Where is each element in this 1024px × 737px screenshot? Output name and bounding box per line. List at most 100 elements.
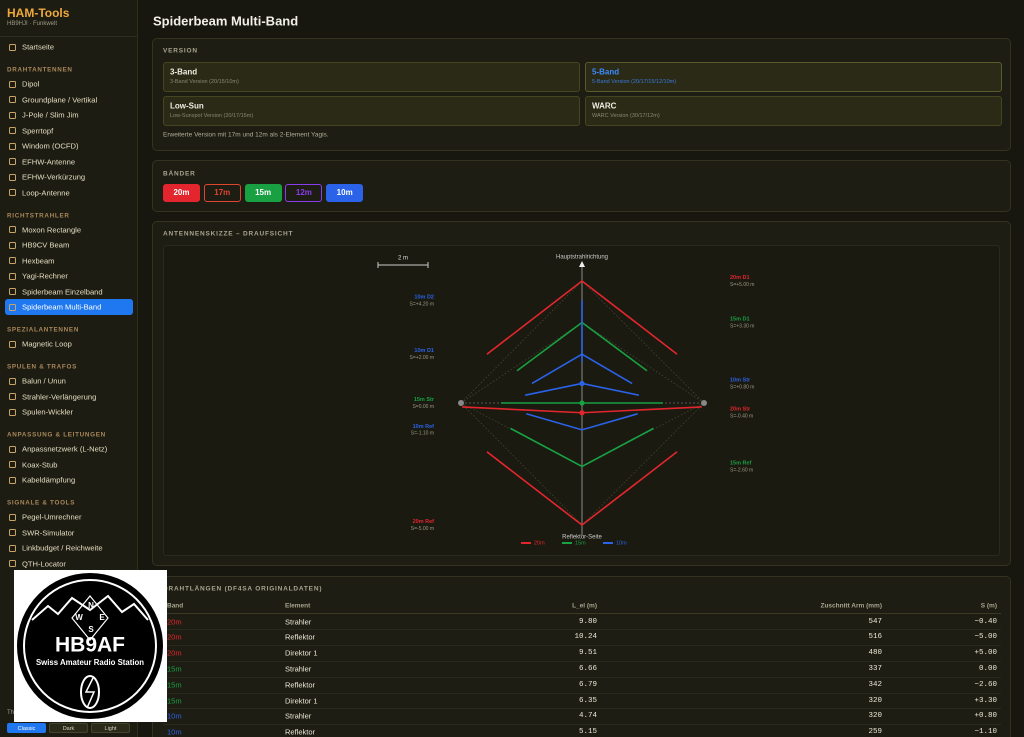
- version-name[interactable]: 3-Band: [170, 67, 198, 77]
- element-name: 10m D1: [414, 348, 434, 354]
- legend-label: 10m: [616, 540, 627, 546]
- nav-icon: [9, 288, 16, 295]
- element-spacing: S=-2.60 m: [730, 467, 753, 473]
- table-cell: 20m: [167, 648, 182, 658]
- nav-item[interactable]: QTH-Locator: [22, 559, 66, 568]
- band-button[interactable]: 20m: [163, 184, 200, 202]
- element-spacing: S=0.00 m: [412, 404, 434, 410]
- table-header: Zuschnitt Arm (mm): [820, 602, 882, 610]
- nav-item[interactable]: Magnetic Loop: [22, 339, 72, 349]
- version-desc[interactable]: 5-Band Version (20/17/15/12/10m): [592, 79, 677, 85]
- nav-icon: [9, 513, 16, 521]
- table-cell: +5.00: [974, 649, 997, 658]
- logo-mountains: [31, 594, 149, 621]
- nav-item[interactable]: J-Pole / Slim Jim: [22, 110, 79, 120]
- table-header: S (m): [980, 602, 997, 610]
- nav-item[interactable]: Hexbeam: [22, 256, 55, 265]
- version-name[interactable]: 5-Band: [592, 67, 620, 77]
- nav-item[interactable]: Startseite: [22, 42, 55, 52]
- nav-item[interactable]: Balun / Unun: [22, 376, 66, 386]
- table-cell: 6.79: [578, 680, 597, 689]
- nav-item[interactable]: HB9CV Beam: [22, 240, 70, 250]
- theme-button[interactable]: Light: [91, 723, 130, 733]
- band-button[interactable]: 15m: [244, 184, 282, 202]
- nav-icon: [9, 544, 16, 552]
- nav-item[interactable]: Koax-Stub: [22, 460, 58, 469]
- nav-item[interactable]: Pegel-Umrechner: [22, 512, 82, 522]
- table-cell: Reflektor: [285, 680, 316, 690]
- nav-icon: [9, 303, 16, 311]
- nav-item[interactable]: EFHW-Verkürzung: [22, 172, 86, 182]
- version-desc[interactable]: WARC Version (30/17/12m): [592, 113, 660, 119]
- card-heading: DRAHTLÄNGEN (DF4SA ORIGINALDATEN): [163, 585, 323, 593]
- table-cell: 15m: [167, 664, 182, 674]
- table-cell: 15m: [167, 680, 182, 690]
- table-cell: 342: [868, 680, 882, 689]
- nav-item[interactable]: Windom (OCFD): [22, 141, 79, 151]
- theme-button[interactable]: Dark: [49, 723, 88, 733]
- nav-item[interactable]: Dipol: [22, 79, 40, 89]
- table-cell: 320: [868, 712, 882, 721]
- nav-item[interactable]: Linkbudget / Reichweite: [22, 543, 103, 553]
- nav-item[interactable]: Sperrtopf: [22, 126, 54, 135]
- card-heading: BÄNDER: [163, 170, 196, 178]
- version-option[interactable]: [585, 62, 1002, 92]
- version-desc[interactable]: 3-Band Version (20/15/10m): [170, 79, 239, 85]
- nav-icon: [9, 476, 16, 484]
- nav-item[interactable]: SWR-Simulator: [22, 528, 75, 537]
- nav-item[interactable]: Groundplane / Vertikal: [22, 95, 98, 104]
- arm-end: [701, 400, 707, 406]
- nav-icon: [9, 529, 16, 536]
- version-option[interactable]: [585, 96, 1002, 126]
- version-name[interactable]: WARC: [592, 101, 617, 111]
- nav-item[interactable]: Yagi-Rechner: [22, 271, 68, 281]
- nav-icon: [9, 272, 16, 280]
- sketch-canvas: 2 m Hauptstrahlrichtung 20m D1S=+5.00 m 15m…: [377, 255, 754, 546]
- nav-icon: [9, 461, 16, 468]
- logo-bolt: [84, 677, 96, 709]
- table-cell: 10m: [167, 727, 182, 737]
- theme-button[interactable]: Classic: [7, 723, 46, 733]
- nav-item[interactable]: Spiderbeam Einzelband: [22, 287, 103, 296]
- table-cell: 10m: [167, 711, 182, 721]
- spider-arm: [460, 402, 583, 526]
- spider-arm: [460, 322, 583, 404]
- nav-section: SPEZIALANTENNEN: [7, 326, 80, 334]
- table-cell: −5.00: [974, 633, 997, 642]
- version-option[interactable]: [163, 62, 580, 92]
- nav-active-bg: [5, 299, 133, 315]
- nav-item[interactable]: Strahler-Verlängerung: [22, 392, 97, 401]
- page-title: Spiderbeam Multi-Band: [153, 13, 299, 29]
- nav-icon: [9, 111, 16, 119]
- front-arrow: [579, 261, 585, 267]
- version-name[interactable]: Low-Sun: [170, 101, 204, 111]
- nav-item[interactable]: Loop-Antenne: [22, 188, 70, 197]
- scale-label: 2 m: [398, 256, 408, 262]
- band-button[interactable]: 12m: [285, 184, 323, 202]
- element: [486, 451, 678, 527]
- version-desc[interactable]: Low-Sunspot Version (20/17/15m): [170, 113, 254, 119]
- nav-item[interactable]: Spiderbeam Multi-Band: [22, 302, 102, 312]
- table-cell: +3.30: [974, 696, 997, 705]
- feed-point: [579, 400, 585, 406]
- nav-icon: [9, 173, 16, 181]
- nav-icon: [9, 80, 16, 88]
- card-heading: ANTENNENSKIZZE – DRAUFSICHT: [163, 230, 294, 238]
- nav-icon: [9, 189, 16, 196]
- table-rule: [163, 645, 1001, 647]
- version-option[interactable]: [163, 96, 580, 126]
- nav-item[interactable]: Moxon Rectangle: [22, 225, 82, 234]
- table-cell: −0.40: [974, 617, 997, 626]
- element-name: 20m Ref: [413, 519, 435, 525]
- band-button[interactable]: 17m: [203, 184, 241, 202]
- nav-icon: [9, 226, 16, 233]
- nav-item[interactable]: Spulen-Wickler: [22, 407, 74, 417]
- logo-antenna: [80, 675, 100, 709]
- band-button[interactable]: 10m: [326, 184, 364, 202]
- nav-section: SPULEN & TRAFOS: [7, 363, 77, 371]
- nav-item[interactable]: Kabeldämpfung: [22, 475, 76, 485]
- nav-item[interactable]: Anpassnetzwerk (L-Netz): [22, 444, 108, 454]
- nav-item[interactable]: EFHW-Antenne: [22, 157, 76, 166]
- table-cell: 480: [868, 649, 882, 658]
- element-spacing: S=-5.00 m: [411, 526, 434, 532]
